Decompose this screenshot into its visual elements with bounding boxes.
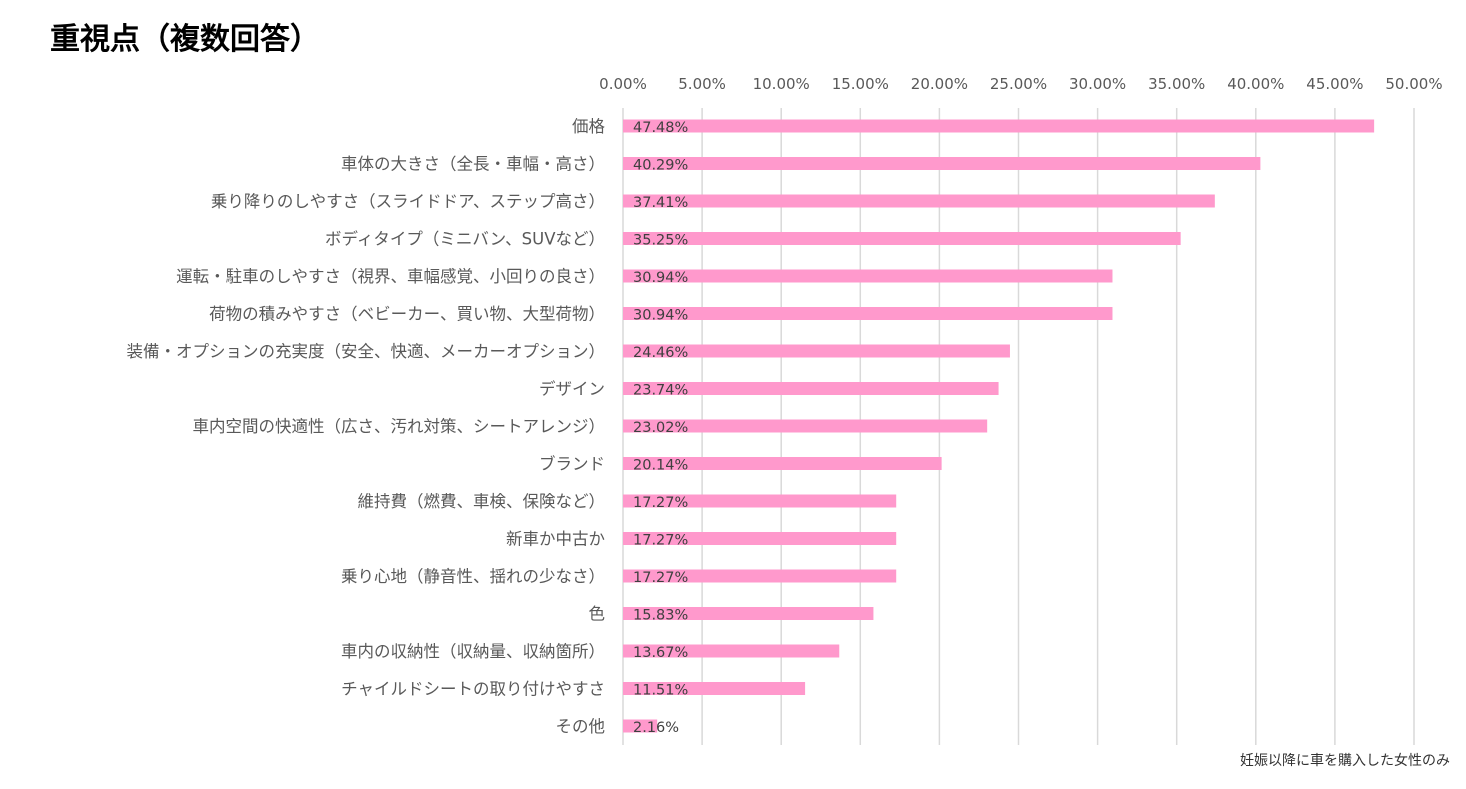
value-label: 2.16% xyxy=(633,720,679,736)
category-label: 運転・駐車のしやすさ（視界、車幅感覚、小回りの良さ） xyxy=(176,267,605,286)
x-tick-label: 45.00% xyxy=(1306,75,1363,93)
x-tick-label: 0.00% xyxy=(599,75,647,93)
value-label: 47.48% xyxy=(633,120,688,136)
bar xyxy=(623,719,658,733)
bar xyxy=(623,344,1010,358)
footnote: 妊娠以降に車を購入した女性のみ xyxy=(1240,753,1450,769)
bar xyxy=(623,644,840,658)
bar xyxy=(623,569,897,583)
bar xyxy=(623,119,1375,133)
bars xyxy=(623,119,1375,733)
bar xyxy=(623,269,1113,283)
value-label: 23.02% xyxy=(633,420,688,436)
value-labels: 47.48% 40.29% 37.41% 35.25% 30.94% 30.94% 24.4… xyxy=(633,120,688,736)
x-tick-label: 25.00% xyxy=(990,75,1047,93)
bar xyxy=(623,307,1113,320)
category-label: 色 xyxy=(589,605,606,624)
value-label: 35.25% xyxy=(633,233,688,249)
x-tick-label: 35.00% xyxy=(1148,75,1205,93)
value-label: 17.27% xyxy=(633,570,688,586)
x-axis-ticks: 0.00% 5.00% 10.00% 15.00% 20.00% 25.00% 30.00%… xyxy=(599,75,1442,93)
x-tick-label: 5.00% xyxy=(678,75,726,93)
value-label: 23.74% xyxy=(633,383,688,399)
chart-title: 重視点（複数回答） xyxy=(50,22,320,57)
bar xyxy=(623,419,988,433)
bar xyxy=(623,457,942,470)
value-label: 13.67% xyxy=(633,645,688,661)
category-label: 荷物の積みやすさ（ベビーカー、買い物、大型荷物） xyxy=(209,305,605,324)
value-label: 17.27% xyxy=(633,533,688,549)
x-tick-label: 10.00% xyxy=(753,75,810,93)
value-label: 11.51% xyxy=(633,683,688,699)
category-label: 乗り心地（静音性、揺れの少なさ） xyxy=(341,567,605,586)
category-label: デザイン xyxy=(539,379,605,399)
value-label: 15.83% xyxy=(633,608,688,624)
bar xyxy=(623,232,1181,245)
category-label: 車内空間の快適性（広さ、汚れ対策、シートアレンジ） xyxy=(193,417,606,436)
value-label: 30.94% xyxy=(633,308,688,324)
category-label: ボディタイプ（ミニバン、SUVなど） xyxy=(325,229,605,249)
category-label: 車体の大きさ（全長・車幅・高さ） xyxy=(341,155,605,174)
value-label: 20.14% xyxy=(633,458,688,474)
category-label: 装備・オプションの充実度（安全、快適、メーカーオプション） xyxy=(127,342,606,361)
category-label: 車内の収納性（収納量、収納箇所） xyxy=(341,642,605,661)
bar xyxy=(623,607,874,620)
category-label: 乗り降りのしやすさ（スライドドア、ステップ高さ） xyxy=(211,192,605,211)
category-label: その他 xyxy=(556,717,606,736)
bar xyxy=(623,532,897,545)
value-label: 24.46% xyxy=(633,345,688,361)
category-label: 維持費（燃費、車検、保険など） xyxy=(358,492,606,511)
x-tick-label: 20.00% xyxy=(911,75,968,93)
x-tick-label: 40.00% xyxy=(1227,75,1284,93)
x-tick-label: 50.00% xyxy=(1385,75,1442,93)
category-label: 新車か中古か xyxy=(506,530,605,549)
category-label: 価格 xyxy=(572,117,606,136)
category-label: ブランド xyxy=(539,454,605,474)
x-tick-label: 30.00% xyxy=(1069,75,1126,93)
value-label: 37.41% xyxy=(633,195,688,211)
bar xyxy=(623,682,806,695)
bar xyxy=(623,382,999,395)
value-label: 30.94% xyxy=(633,270,688,286)
category-label: チャイルドシートの取り付けやすさ xyxy=(341,680,605,699)
bar xyxy=(623,157,1261,170)
bar xyxy=(623,494,897,508)
value-label: 17.27% xyxy=(633,495,688,511)
bar xyxy=(623,194,1215,208)
value-label: 40.29% xyxy=(633,158,688,174)
x-tick-label: 15.00% xyxy=(832,75,889,93)
